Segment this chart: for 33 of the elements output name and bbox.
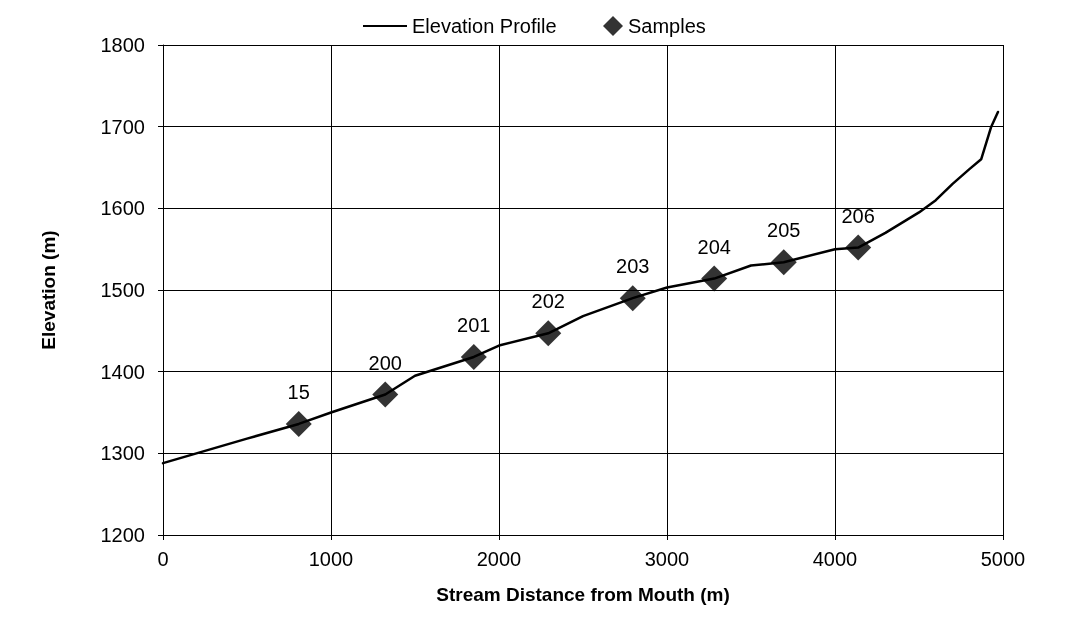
annotation: 203 <box>616 255 650 278</box>
x-tick-label: 4000 <box>812 548 858 570</box>
y-tick-label: 1700 <box>100 115 145 138</box>
y-tick-label: 1600 <box>100 197 145 220</box>
x-tick-label: 3000 <box>644 548 690 570</box>
annotation: 200 <box>368 351 402 374</box>
x-tick-label: 2000 <box>476 548 522 570</box>
x-tick-label: 0 <box>157 548 169 570</box>
annotation: 201 <box>457 313 491 336</box>
point <box>619 285 646 312</box>
point <box>460 343 487 370</box>
x-tick-label: 5000 <box>980 548 1026 570</box>
point <box>770 249 797 276</box>
point <box>372 381 399 408</box>
y-tick-label: 1300 <box>100 442 145 465</box>
y-tick-label: 1400 <box>100 360 145 383</box>
x-axis-title: Stream Distance from Mouth (m) <box>436 584 730 605</box>
annotation: 204 <box>697 235 731 258</box>
y-axis-title: Elevation (m) <box>38 230 59 350</box>
y-tick-label: 1500 <box>100 279 145 301</box>
point <box>701 265 728 292</box>
point <box>285 410 312 437</box>
point <box>535 320 562 347</box>
annotation: 205 <box>767 219 801 242</box>
annotation: 202 <box>531 290 565 313</box>
y-tick-label: 1800 <box>100 34 145 56</box>
y-tick-label: 1200 <box>100 524 145 546</box>
x-tick-label: 1000 <box>308 548 354 570</box>
point <box>845 234 872 261</box>
legend-label: Samples <box>628 15 706 37</box>
annotation: 15 <box>287 380 310 403</box>
annotation: 206 <box>841 204 875 227</box>
legend-label: Elevation Profile <box>412 15 557 37</box>
